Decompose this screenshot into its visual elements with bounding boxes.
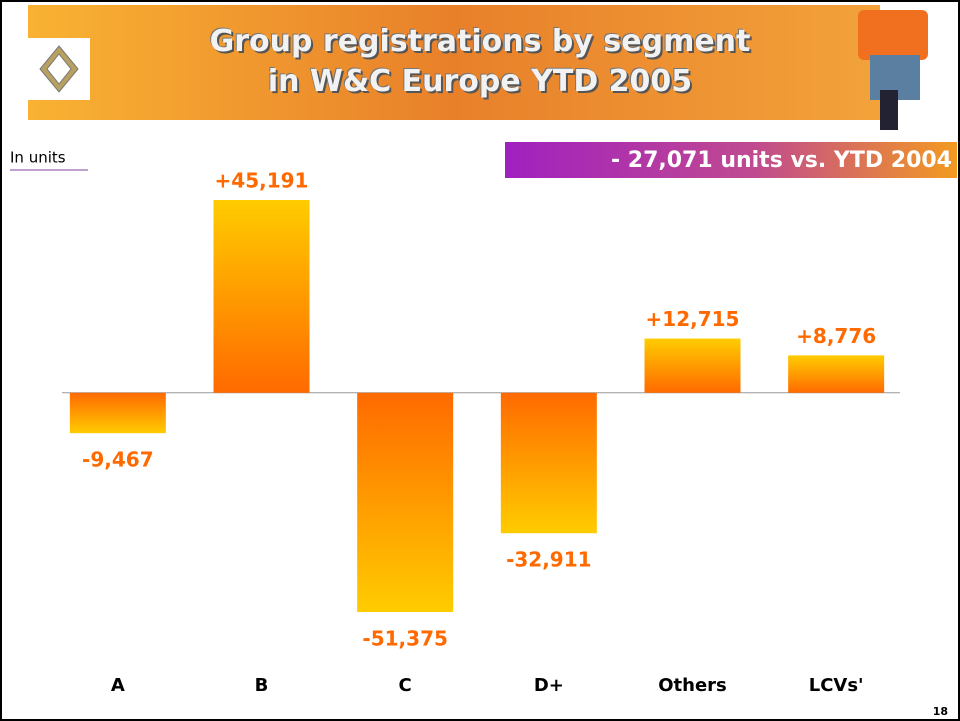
chart-title: Group registrations by segment in W&C Eu… <box>209 24 751 99</box>
callout-box <box>505 142 957 178</box>
callout: - 27,071 units vs. YTD 2004 <box>611 148 952 173</box>
bar <box>644 338 741 393</box>
x-tick-label: C <box>399 675 412 696</box>
x-tick-label: Others <box>658 675 727 696</box>
value-label: +8,776 <box>796 324 876 348</box>
value-label: -9,467 <box>82 448 154 472</box>
x-tick-label: D+ <box>534 675 564 696</box>
header-image <box>858 10 928 130</box>
value-label: +45,191 <box>215 169 309 193</box>
bar <box>788 355 885 393</box>
bar <box>69 392 166 434</box>
x-tick-label: LCVs' <box>809 675 864 696</box>
value-label: -51,375 <box>362 627 447 651</box>
logo <box>39 45 79 93</box>
page-number: 18 <box>933 705 948 718</box>
unit-label: In units <box>10 149 66 167</box>
bar <box>500 392 597 534</box>
value-label: +12,715 <box>646 307 740 331</box>
bar <box>213 200 310 393</box>
value-label: -32,911 <box>506 548 591 572</box>
x-tick-label: A <box>111 675 125 696</box>
x-tick-label: B <box>255 675 269 696</box>
header-banner <box>28 5 880 120</box>
bar <box>357 392 454 612</box>
